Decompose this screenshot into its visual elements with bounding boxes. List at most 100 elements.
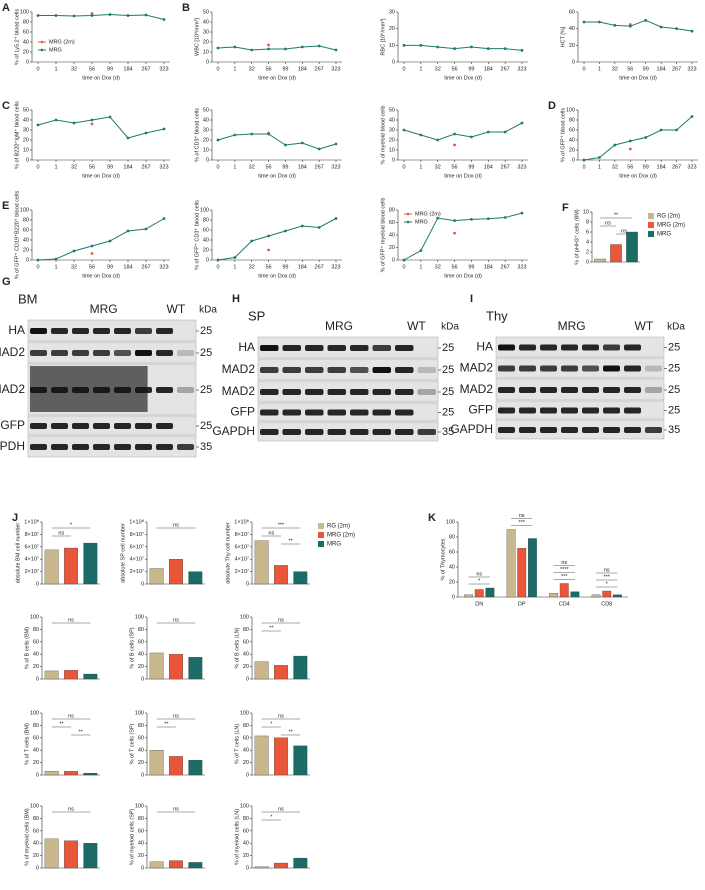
bar <box>44 549 59 585</box>
x-axis-label: time on Dox (d) <box>82 173 120 179</box>
legend-swatch <box>318 523 324 529</box>
y-tick-label: 1×10⁸ <box>24 518 39 525</box>
panel-letter: A <box>2 2 10 14</box>
x-tick-label: 267 <box>315 164 324 170</box>
blot-band <box>498 344 515 351</box>
data-point <box>628 147 632 151</box>
y-tick-label: 100 <box>135 803 144 809</box>
x-tick-label: 56 <box>452 264 458 270</box>
bar <box>254 540 269 585</box>
x-tick-label: 267 <box>141 264 150 270</box>
y-tick-label: 20 <box>243 853 249 859</box>
y-tick-label: 100 <box>30 710 39 716</box>
y-tick-label: 8×10⁷ <box>130 531 144 538</box>
data-point <box>216 46 220 50</box>
blot-band <box>93 387 110 393</box>
y-axis-label: absolute SP cell number <box>120 523 126 583</box>
y-axis-label: % of B cells (BM) <box>24 627 30 669</box>
blot-strip <box>495 357 665 379</box>
y-axis-label: RBC [10⁶/mm³] <box>379 18 386 56</box>
kda-label: 25 <box>668 341 680 353</box>
x-tick-label: 32 <box>71 66 77 72</box>
y-axis-label: % of B cells (LN) <box>234 627 240 668</box>
y-tick-label: 20 <box>569 147 575 153</box>
band-label: GFP <box>0 418 25 432</box>
y-tick-label: 20 <box>138 853 144 859</box>
kda-label: 25 <box>200 347 212 359</box>
data-point <box>628 24 632 28</box>
blot-band <box>327 389 346 395</box>
bar <box>527 538 537 598</box>
data-point <box>453 231 456 235</box>
x-tick-label: CD8 <box>601 601 612 607</box>
x-tick-label: 1 <box>233 66 236 72</box>
x-axis-label: time on Dox (d) <box>619 75 657 81</box>
x-tick-label: 0 <box>36 66 39 72</box>
x-tick-label: 267 <box>501 164 510 170</box>
blot-strip <box>495 400 665 420</box>
band-label: MAD2 <box>0 345 25 359</box>
kda-label: 25 <box>442 406 454 418</box>
x-tick-label: 323 <box>517 164 526 170</box>
x-tick-label: 99 <box>468 66 474 72</box>
control-label: WT <box>407 319 426 333</box>
legend-swatch <box>648 231 654 237</box>
blot-band <box>350 409 369 416</box>
band-label: GAPDH <box>212 424 255 438</box>
bar <box>274 565 288 585</box>
blot-band <box>282 345 301 351</box>
y-tick-label: 30 <box>389 127 395 133</box>
data-point <box>267 47 270 51</box>
blot-band <box>114 387 131 393</box>
blot-band <box>540 344 557 351</box>
data-point <box>334 48 338 52</box>
blot-band <box>395 345 414 351</box>
y-axis-label: % of GFP⁺ blood cells <box>559 108 566 163</box>
data-point <box>300 45 304 49</box>
blot-band <box>624 344 641 351</box>
panel-letter: H <box>232 293 240 305</box>
x-tick-label: 1 <box>598 66 601 72</box>
legend-label: MRG <box>415 219 428 225</box>
data-point <box>613 143 617 147</box>
x-tick-label: 1 <box>233 164 236 170</box>
x-tick-label: 56 <box>627 66 633 72</box>
y-tick-label: 40 <box>569 26 575 32</box>
x-axis-label: time on Dox (d) <box>258 173 296 179</box>
x-axis-label: time on Dox (d) <box>619 173 657 179</box>
x-tick-label: 0 <box>216 66 219 72</box>
unit-label: kDa <box>199 305 217 316</box>
blot-band <box>51 387 68 393</box>
data-point <box>453 143 456 147</box>
blot-band <box>498 387 515 393</box>
data-point <box>126 229 130 233</box>
data-point <box>162 127 166 131</box>
bar <box>274 665 288 680</box>
data-point <box>470 135 473 139</box>
kda-label: 25 <box>442 364 454 376</box>
blot-strip <box>27 341 197 364</box>
significance-label: * <box>606 581 609 587</box>
y-axis-label: % of T cells (SP) <box>129 723 135 764</box>
y-tick-label: 100 <box>30 614 39 620</box>
blot-band <box>260 409 279 416</box>
blot-band <box>135 444 152 450</box>
y-tick-label: 100 <box>135 710 144 716</box>
kda-label: 25 <box>442 342 454 354</box>
significance-label: ** <box>289 538 294 544</box>
x-tick-label: 267 <box>315 264 324 270</box>
data-point <box>675 128 678 132</box>
x-tick-label: 0 <box>582 66 585 72</box>
legend-swatch <box>648 213 654 219</box>
kda-label: 25 <box>668 404 680 416</box>
blot-band <box>114 350 131 356</box>
blot-band <box>260 345 279 351</box>
y-tick-label: 60 <box>569 127 575 133</box>
blot-band <box>561 427 578 433</box>
blot-strip <box>257 421 439 442</box>
significance-label: *** <box>561 574 568 580</box>
bar <box>149 652 164 680</box>
control-label: WT <box>167 302 186 316</box>
blot-band <box>156 328 173 334</box>
legend-swatch <box>318 541 324 547</box>
